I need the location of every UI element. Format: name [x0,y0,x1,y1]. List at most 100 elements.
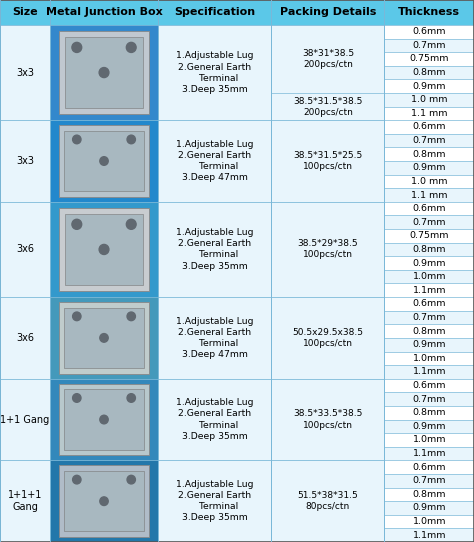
Bar [384,229,474,243]
Text: 1.1mm: 1.1mm [412,367,446,376]
Text: 0.9mm: 0.9mm [412,163,446,172]
Bar [384,134,474,147]
Text: 0.7mm: 0.7mm [412,395,446,404]
Bar [384,79,474,93]
Text: 1.0mm: 1.0mm [412,517,446,526]
Text: 0.8mm: 0.8mm [412,490,446,499]
Bar [64,308,144,368]
Bar [50,297,158,379]
Text: 0.7mm: 0.7mm [412,218,446,227]
Bar [384,528,474,542]
Text: 3x6: 3x6 [16,333,34,343]
Bar [384,120,474,134]
Text: 38*31*38.5
200pcs/ctn: 38*31*38.5 200pcs/ctn [302,49,354,69]
Text: 0.7mm: 0.7mm [412,41,446,50]
Bar [64,389,144,450]
Bar [384,283,474,297]
Bar [384,488,474,501]
Circle shape [100,157,108,165]
Bar [271,0,384,25]
Text: Specification: Specification [174,8,255,17]
Bar [384,297,474,311]
Bar [384,392,474,406]
Text: Size: Size [12,8,38,17]
Bar [59,384,149,455]
Text: 0.75mm: 0.75mm [410,54,449,63]
Bar [384,161,474,175]
Bar [384,365,474,379]
Circle shape [127,135,136,144]
Bar [271,297,384,379]
Text: 0.8mm: 0.8mm [412,68,446,77]
Text: 0.6mm: 0.6mm [412,204,446,213]
Text: 0.9mm: 0.9mm [412,504,446,513]
Bar [384,107,474,120]
Text: 0.9mm: 0.9mm [412,340,446,349]
Circle shape [127,312,136,321]
Circle shape [73,393,81,402]
Bar [271,120,384,202]
Circle shape [100,415,108,424]
Bar [65,37,143,108]
Text: 50.5x29.5x38.5
100pcs/ctn: 50.5x29.5x38.5 100pcs/ctn [292,328,364,348]
Text: 1.1mm: 1.1mm [412,531,446,540]
Bar [384,501,474,515]
Bar [271,460,384,542]
Text: 0.8mm: 0.8mm [412,245,446,254]
Text: 38.5*31.5*38.5
200pcs/ctn: 38.5*31.5*38.5 200pcs/ctn [293,96,363,117]
Text: 0.6mm: 0.6mm [412,381,446,390]
Text: 1.1 mm: 1.1 mm [411,109,447,118]
Bar [158,120,271,202]
Bar [384,66,474,79]
Text: 1.1mm: 1.1mm [412,449,446,458]
Bar [271,379,384,460]
Text: 0.9mm: 0.9mm [412,422,446,431]
Bar [271,25,384,120]
Bar [158,202,271,297]
Text: 1.0mm: 1.0mm [412,272,446,281]
Bar [59,208,149,292]
Text: 0.8mm: 0.8mm [412,408,446,417]
Bar [50,379,158,460]
Bar [384,202,474,215]
Bar [64,471,144,531]
Circle shape [73,475,81,484]
Bar [271,202,384,297]
Text: 1.Adjustable Lug
2.General Earth
   Terminal
3.Deep 47mm: 1.Adjustable Lug 2.General Earth Termina… [176,317,254,359]
Text: 0.6mm: 0.6mm [412,27,446,36]
Bar [384,270,474,283]
Bar [158,460,271,542]
Text: Packing Details: Packing Details [280,8,376,17]
Circle shape [100,333,108,342]
Bar [384,215,474,229]
Text: 38.5*33.5*38.5
100pcs/ctn: 38.5*33.5*38.5 100pcs/ctn [293,410,363,430]
Circle shape [100,497,108,506]
Bar [384,379,474,392]
Bar [50,120,158,202]
Circle shape [127,393,136,402]
Bar [0,120,50,202]
Bar [158,0,271,25]
Text: 1+1+1
Gang: 1+1+1 Gang [8,490,42,512]
Bar [384,0,474,25]
Bar [50,25,158,120]
Bar [384,338,474,352]
Text: 1.0mm: 1.0mm [412,435,446,444]
Text: 0.8mm: 0.8mm [412,327,446,335]
Text: 0.6mm: 0.6mm [412,463,446,472]
Text: 1.Adjustable Lug
2.General Earth
   Terminal
3.Deep 35mm: 1.Adjustable Lug 2.General Earth Termina… [176,51,254,94]
Bar [384,243,474,256]
Text: 0.9mm: 0.9mm [412,82,446,91]
Bar [384,175,474,188]
Bar [384,311,474,324]
Bar [50,460,158,542]
Text: 1.0 mm: 1.0 mm [411,95,447,104]
Bar [158,379,271,460]
Text: 0.7mm: 0.7mm [412,476,446,485]
Text: 0.7mm: 0.7mm [412,136,446,145]
Bar [384,25,474,38]
Bar [384,474,474,488]
Text: 51.5*38*31.5
80pcs/ctn: 51.5*38*31.5 80pcs/ctn [298,491,358,511]
Circle shape [127,475,136,484]
Text: 0.6mm: 0.6mm [412,299,446,308]
